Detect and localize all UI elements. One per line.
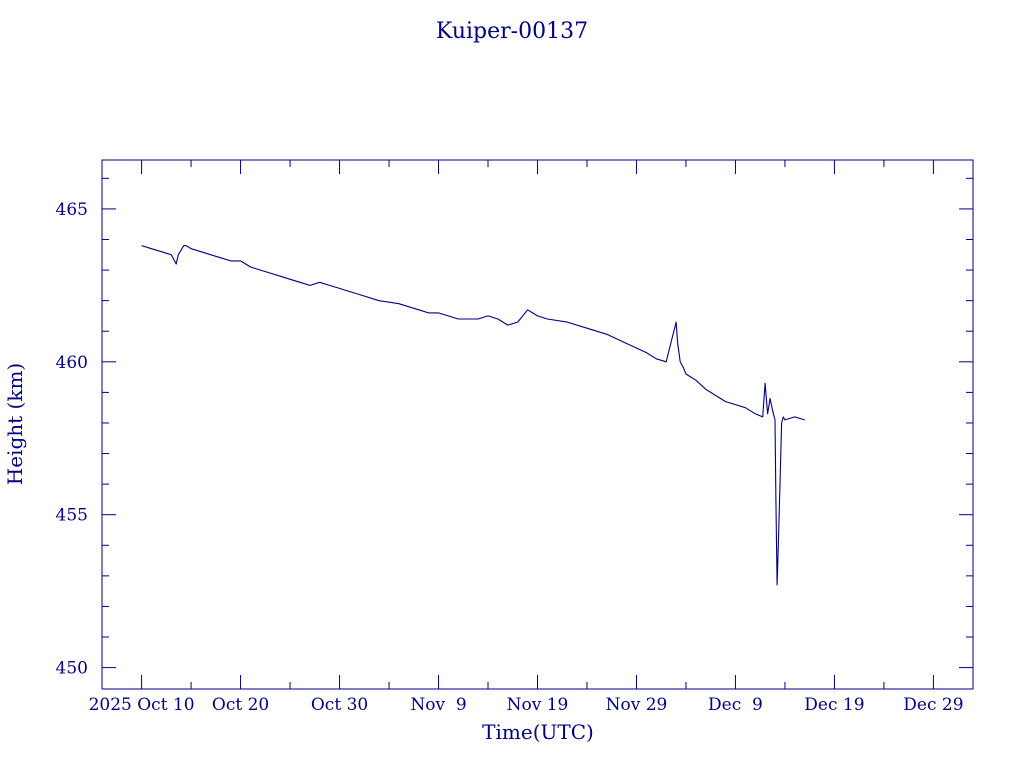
x-tick-label: 2025 Oct 10	[89, 695, 195, 715]
series-line	[141, 245, 805, 586]
y-axis-ticks	[102, 177, 973, 669]
y-axis-tick-labels: 450 455 460 465	[56, 200, 88, 679]
x-axis-ticks	[141, 160, 934, 689]
x-axis-tick-labels: 2025 Oct 10 Oct 20 Oct 30 Nov 9 Nov 19 Nov 29…	[89, 695, 964, 715]
y-axis-title: Height (km)	[3, 363, 27, 485]
x-tick-label: Dec 9	[708, 695, 763, 715]
y-tick-label: 455	[56, 506, 88, 526]
x-tick-label: Nov 29	[606, 695, 668, 715]
series-group	[141, 245, 805, 586]
x-tick-label: Nov 9	[410, 695, 466, 715]
x-axis-title: Time(UTC)	[482, 720, 594, 744]
x-tick-label: Oct 20	[212, 695, 269, 715]
x-tick-label: Nov 19	[507, 695, 569, 715]
y-tick-label: 450	[56, 659, 88, 679]
plot-frame	[101, 159, 974, 690]
chart-title: Kuiper-00137	[436, 19, 588, 44]
x-tick-label: Oct 30	[311, 695, 368, 715]
y-tick-label: 460	[56, 353, 88, 373]
x-tick-label: Dec 29	[903, 695, 963, 715]
x-tick-label: Dec 19	[804, 695, 864, 715]
y-tick-label: 465	[56, 200, 88, 220]
